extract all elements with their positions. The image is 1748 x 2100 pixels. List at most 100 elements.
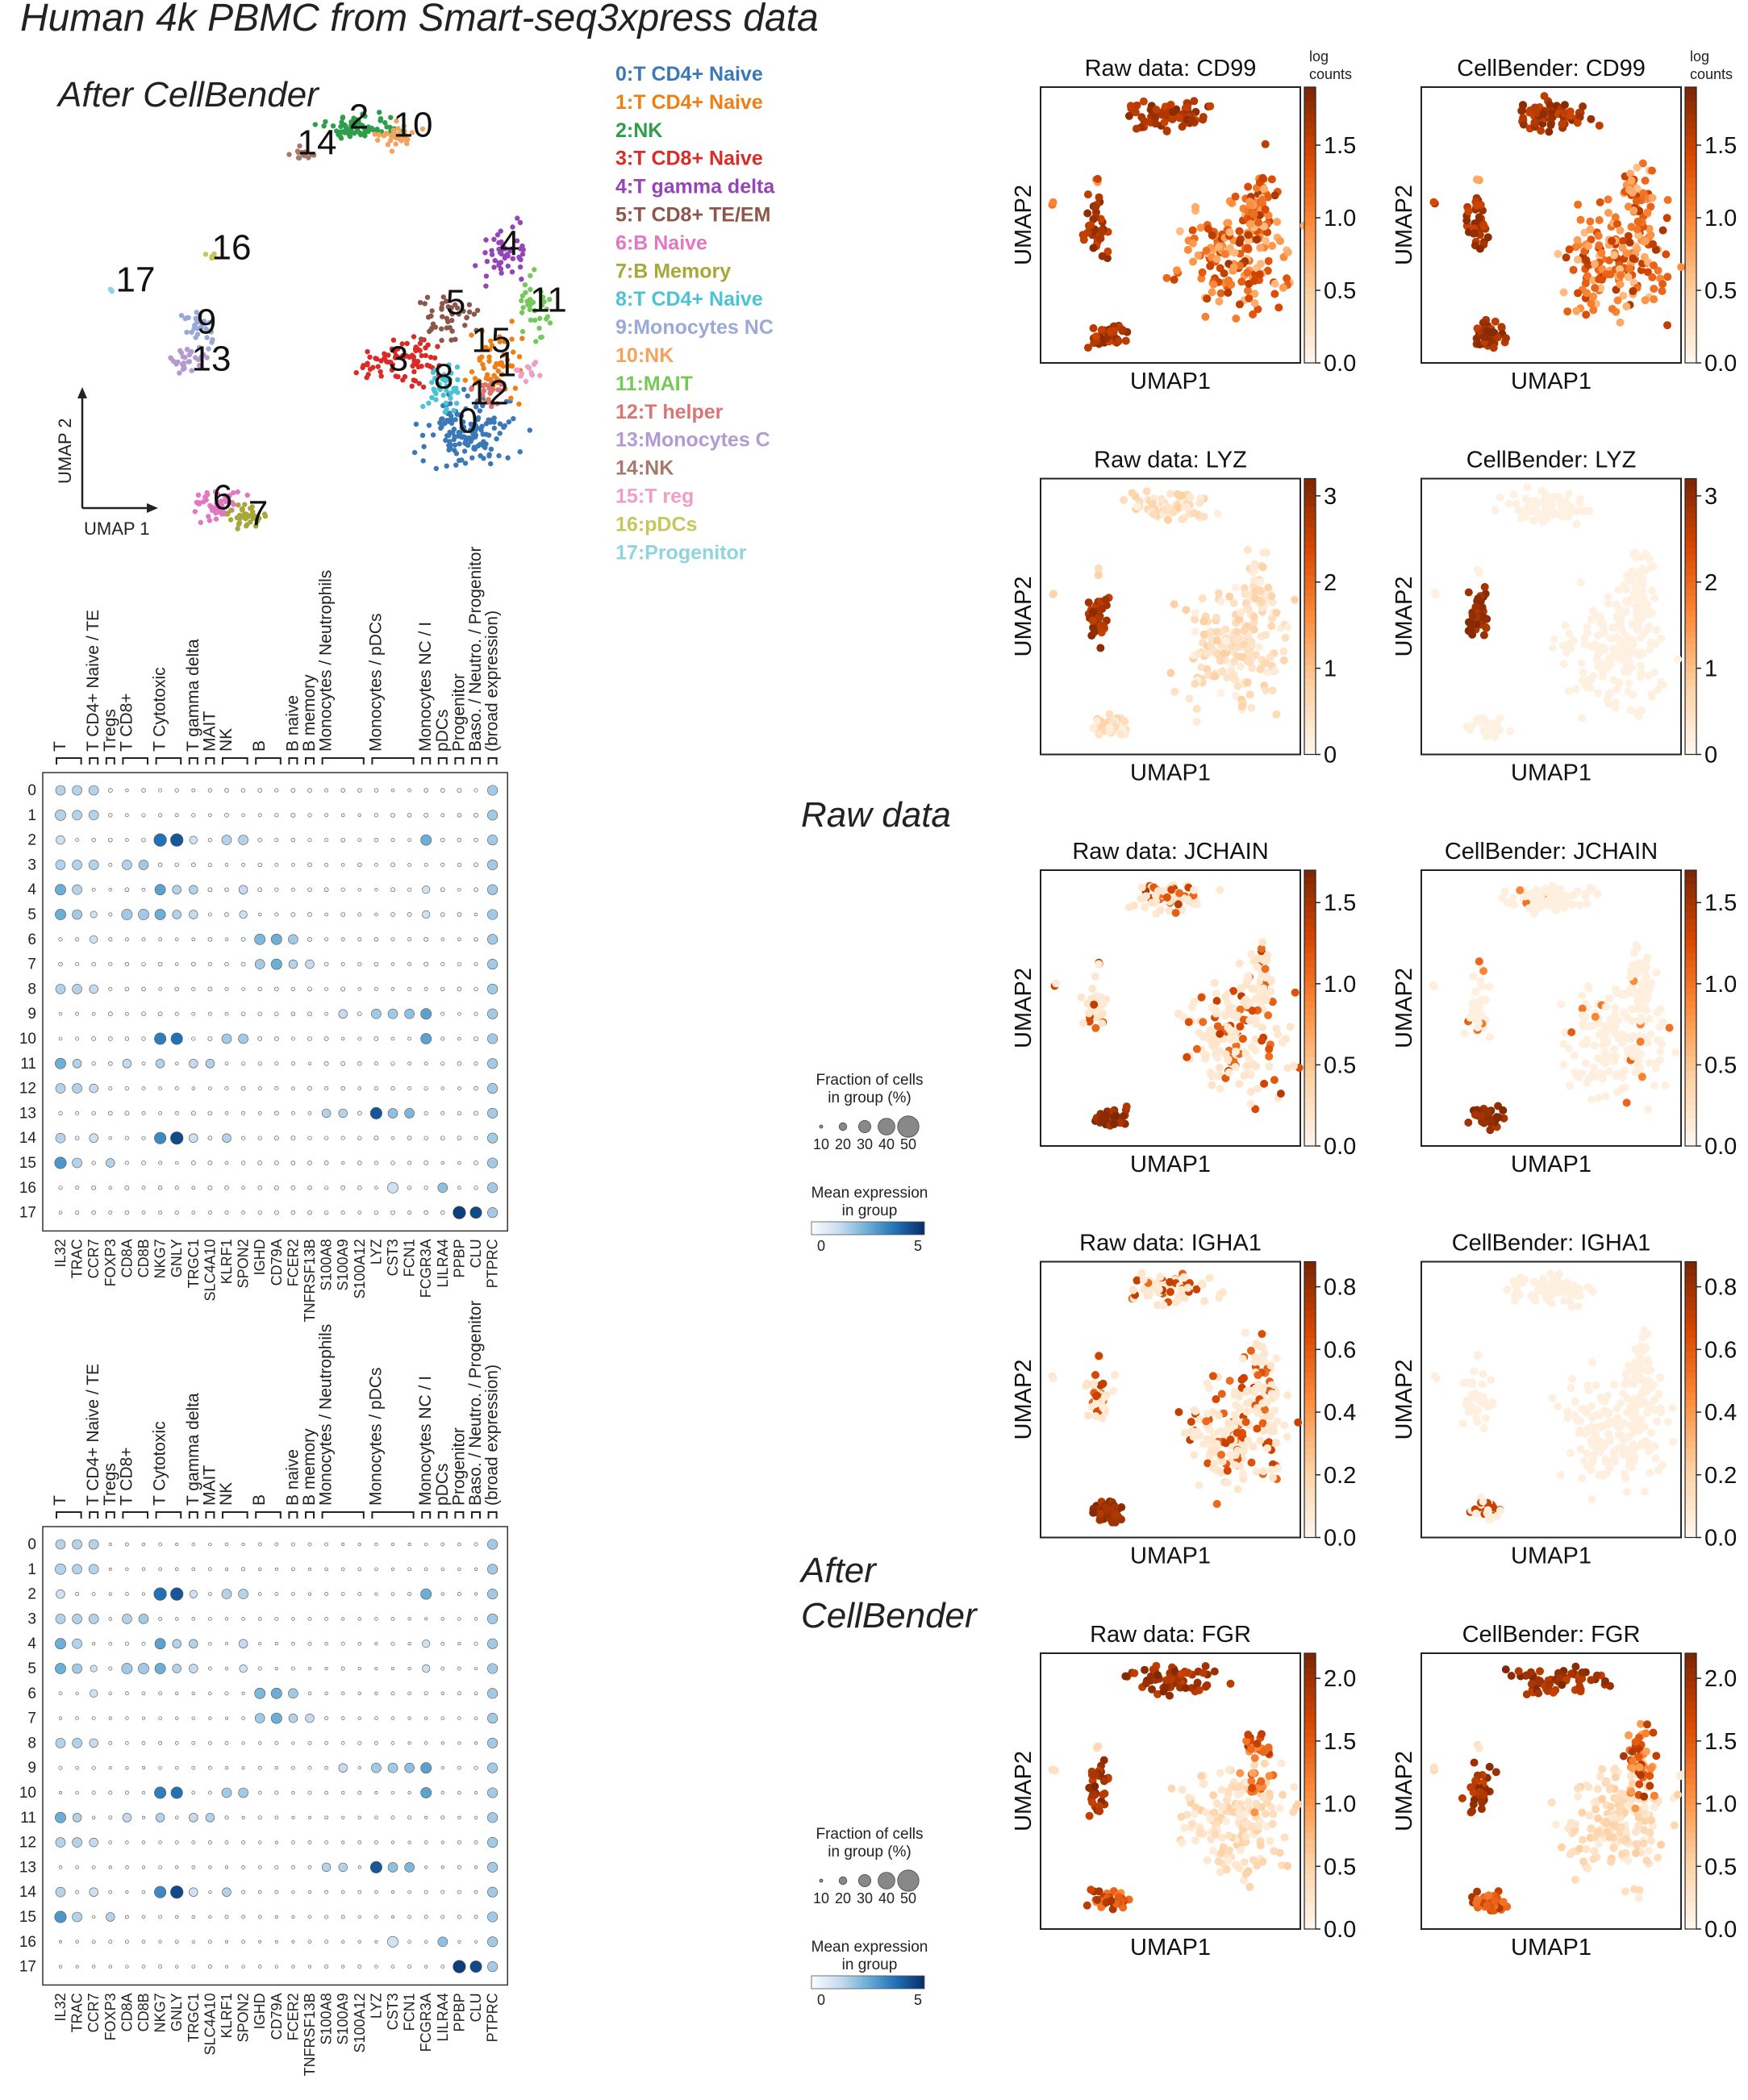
umap-point: [480, 361, 486, 368]
colorbar-step: [1304, 485, 1316, 494]
umap-point: [419, 352, 424, 359]
dotplot-gene-label: NKG7: [152, 1239, 169, 1278]
colorbar-step: [1304, 1104, 1316, 1112]
dot-cb-c13-FCER2: [290, 1865, 295, 1869]
feature-point: [1255, 270, 1264, 279]
dot-cb-c5-FCER2: [290, 1666, 295, 1671]
colorbar-step: [1685, 121, 1696, 129]
dot-cb-c3-IGHD: [257, 1617, 262, 1621]
colorbar-step: [1685, 328, 1696, 336]
dot-raw-c7-FOXP3: [108, 962, 113, 967]
dot-cb-c7-IGHD: [254, 1713, 265, 1723]
dot-cb-c16-PTPRC: [487, 1936, 499, 1948]
color-legend-step: [913, 1976, 916, 1989]
feature-point: [1088, 985, 1097, 993]
umap-point: [420, 403, 426, 410]
colorbar-step: [1685, 204, 1696, 212]
umap-cluster-8-points: [420, 362, 461, 415]
dot-raw-c12-FCN1: [407, 1086, 412, 1091]
dot-cb-c3-IL32: [55, 1614, 66, 1624]
dot-raw-c14-SLC4A10: [207, 1135, 213, 1140]
group-bracket: [89, 757, 99, 765]
dot-raw-c17-TNFRSF13B: [307, 1210, 312, 1215]
umap-point: [486, 358, 492, 364]
dot-cb-c7-PPBP: [457, 1716, 461, 1720]
umap-point: [453, 417, 458, 423]
legend-id: 15: [615, 485, 638, 508]
dot-raw-c15-CD8B: [141, 1160, 146, 1165]
feature-point: [1629, 948, 1638, 957]
umap-point: [426, 423, 432, 428]
umap-point: [392, 355, 398, 360]
feature-point: [1574, 289, 1582, 298]
dot-raw-c3-CD79A: [274, 863, 279, 867]
dotplot-row-label: 12: [19, 1835, 36, 1852]
feature-point: [1578, 991, 1587, 1000]
dot-raw-c2-PPBP: [457, 837, 462, 843]
umap-point: [477, 357, 482, 363]
dot-cb-c11-IL32: [55, 1811, 66, 1823]
umap-point: [450, 430, 456, 435]
feature-point: [1208, 1035, 1216, 1044]
umap-point: [360, 123, 365, 129]
dot-cb-c13-TRAC: [75, 1865, 79, 1869]
feature-point: [1183, 895, 1192, 904]
umap-point: [384, 359, 390, 365]
colorbar-step: [1304, 630, 1316, 638]
feature-point: [1264, 1011, 1273, 1019]
umap-point: [484, 259, 490, 265]
colorbar-step: [1685, 142, 1696, 150]
dot-cb-c17-S100A9: [341, 1965, 345, 1969]
dot-raw-c15-TNFRSF13B: [307, 1160, 312, 1165]
umap-point: [504, 357, 511, 363]
dot-raw-c5-IL32: [55, 909, 66, 920]
feature-point: [1612, 611, 1621, 620]
umap-point: [529, 372, 536, 378]
umap-label-0: 0: [458, 402, 478, 441]
dot-raw-c5-CD79A: [274, 912, 279, 917]
dot-raw-c11-IGHD: [257, 1061, 262, 1066]
group-label: T CD8+: [117, 1447, 136, 1506]
feature-point: [1195, 498, 1204, 507]
dot-raw-c5-S100A8: [324, 912, 328, 917]
group-label: T CD4+ Naive / TE: [84, 610, 102, 752]
dot-cb-c5-PTPRC: [487, 1663, 499, 1674]
umap-point: [520, 305, 526, 310]
colorbar-tick-label: 0: [1704, 743, 1717, 769]
dot-raw-c9-FCGR3A: [420, 1008, 432, 1020]
dot-raw-c5-LILRA4: [440, 912, 445, 917]
dotplot-row-label: 13: [19, 1105, 36, 1122]
umap-point: [198, 519, 203, 525]
dot-cb-c14-S100A12: [357, 1890, 362, 1894]
feature-point: [1593, 631, 1602, 640]
umap-cluster-10-points: [372, 118, 426, 154]
feature-point: [1608, 623, 1617, 632]
dot-cb-c15-FCER2: [291, 1915, 295, 1919]
group-bracket: [105, 757, 115, 765]
dot-raw-c7-IL32: [58, 961, 63, 967]
dot-cb-c7-GNLY: [175, 1716, 179, 1720]
dot-cb-c12-S100A9: [341, 1840, 345, 1844]
dot-cb-c4-CD8A: [124, 1641, 129, 1646]
feature-point: [1216, 1030, 1224, 1038]
color-legend-step: [831, 1976, 835, 1989]
dot-cb-c10-TRGC1: [191, 1790, 196, 1795]
feature-point: [1249, 563, 1258, 572]
umap-point: [420, 458, 426, 464]
dot-cb-c1-KLRF1: [224, 1567, 229, 1571]
dot-cb-c3-S100A8: [324, 1617, 328, 1621]
dot-raw-c11-SPON2: [241, 1061, 246, 1066]
dotplot-row-label: 16: [19, 1180, 36, 1197]
feature-point: [1581, 892, 1590, 901]
feature-point: [1253, 235, 1261, 244]
color-legend-step: [896, 1976, 899, 1989]
dot-cb-c5-KLRF1: [224, 1666, 229, 1671]
dot-cb-c17-NKG7: [158, 1965, 163, 1969]
dot-raw-c2-CD8B: [141, 837, 146, 843]
feature-point: [1225, 228, 1234, 236]
size-legend-value: 10: [813, 1136, 829, 1152]
umap-point: [487, 347, 493, 352]
feature-point: [1241, 1328, 1249, 1337]
legend-item-3: 3:T CD8+ Naive: [615, 148, 763, 170]
feature-point: [1235, 1393, 1244, 1401]
